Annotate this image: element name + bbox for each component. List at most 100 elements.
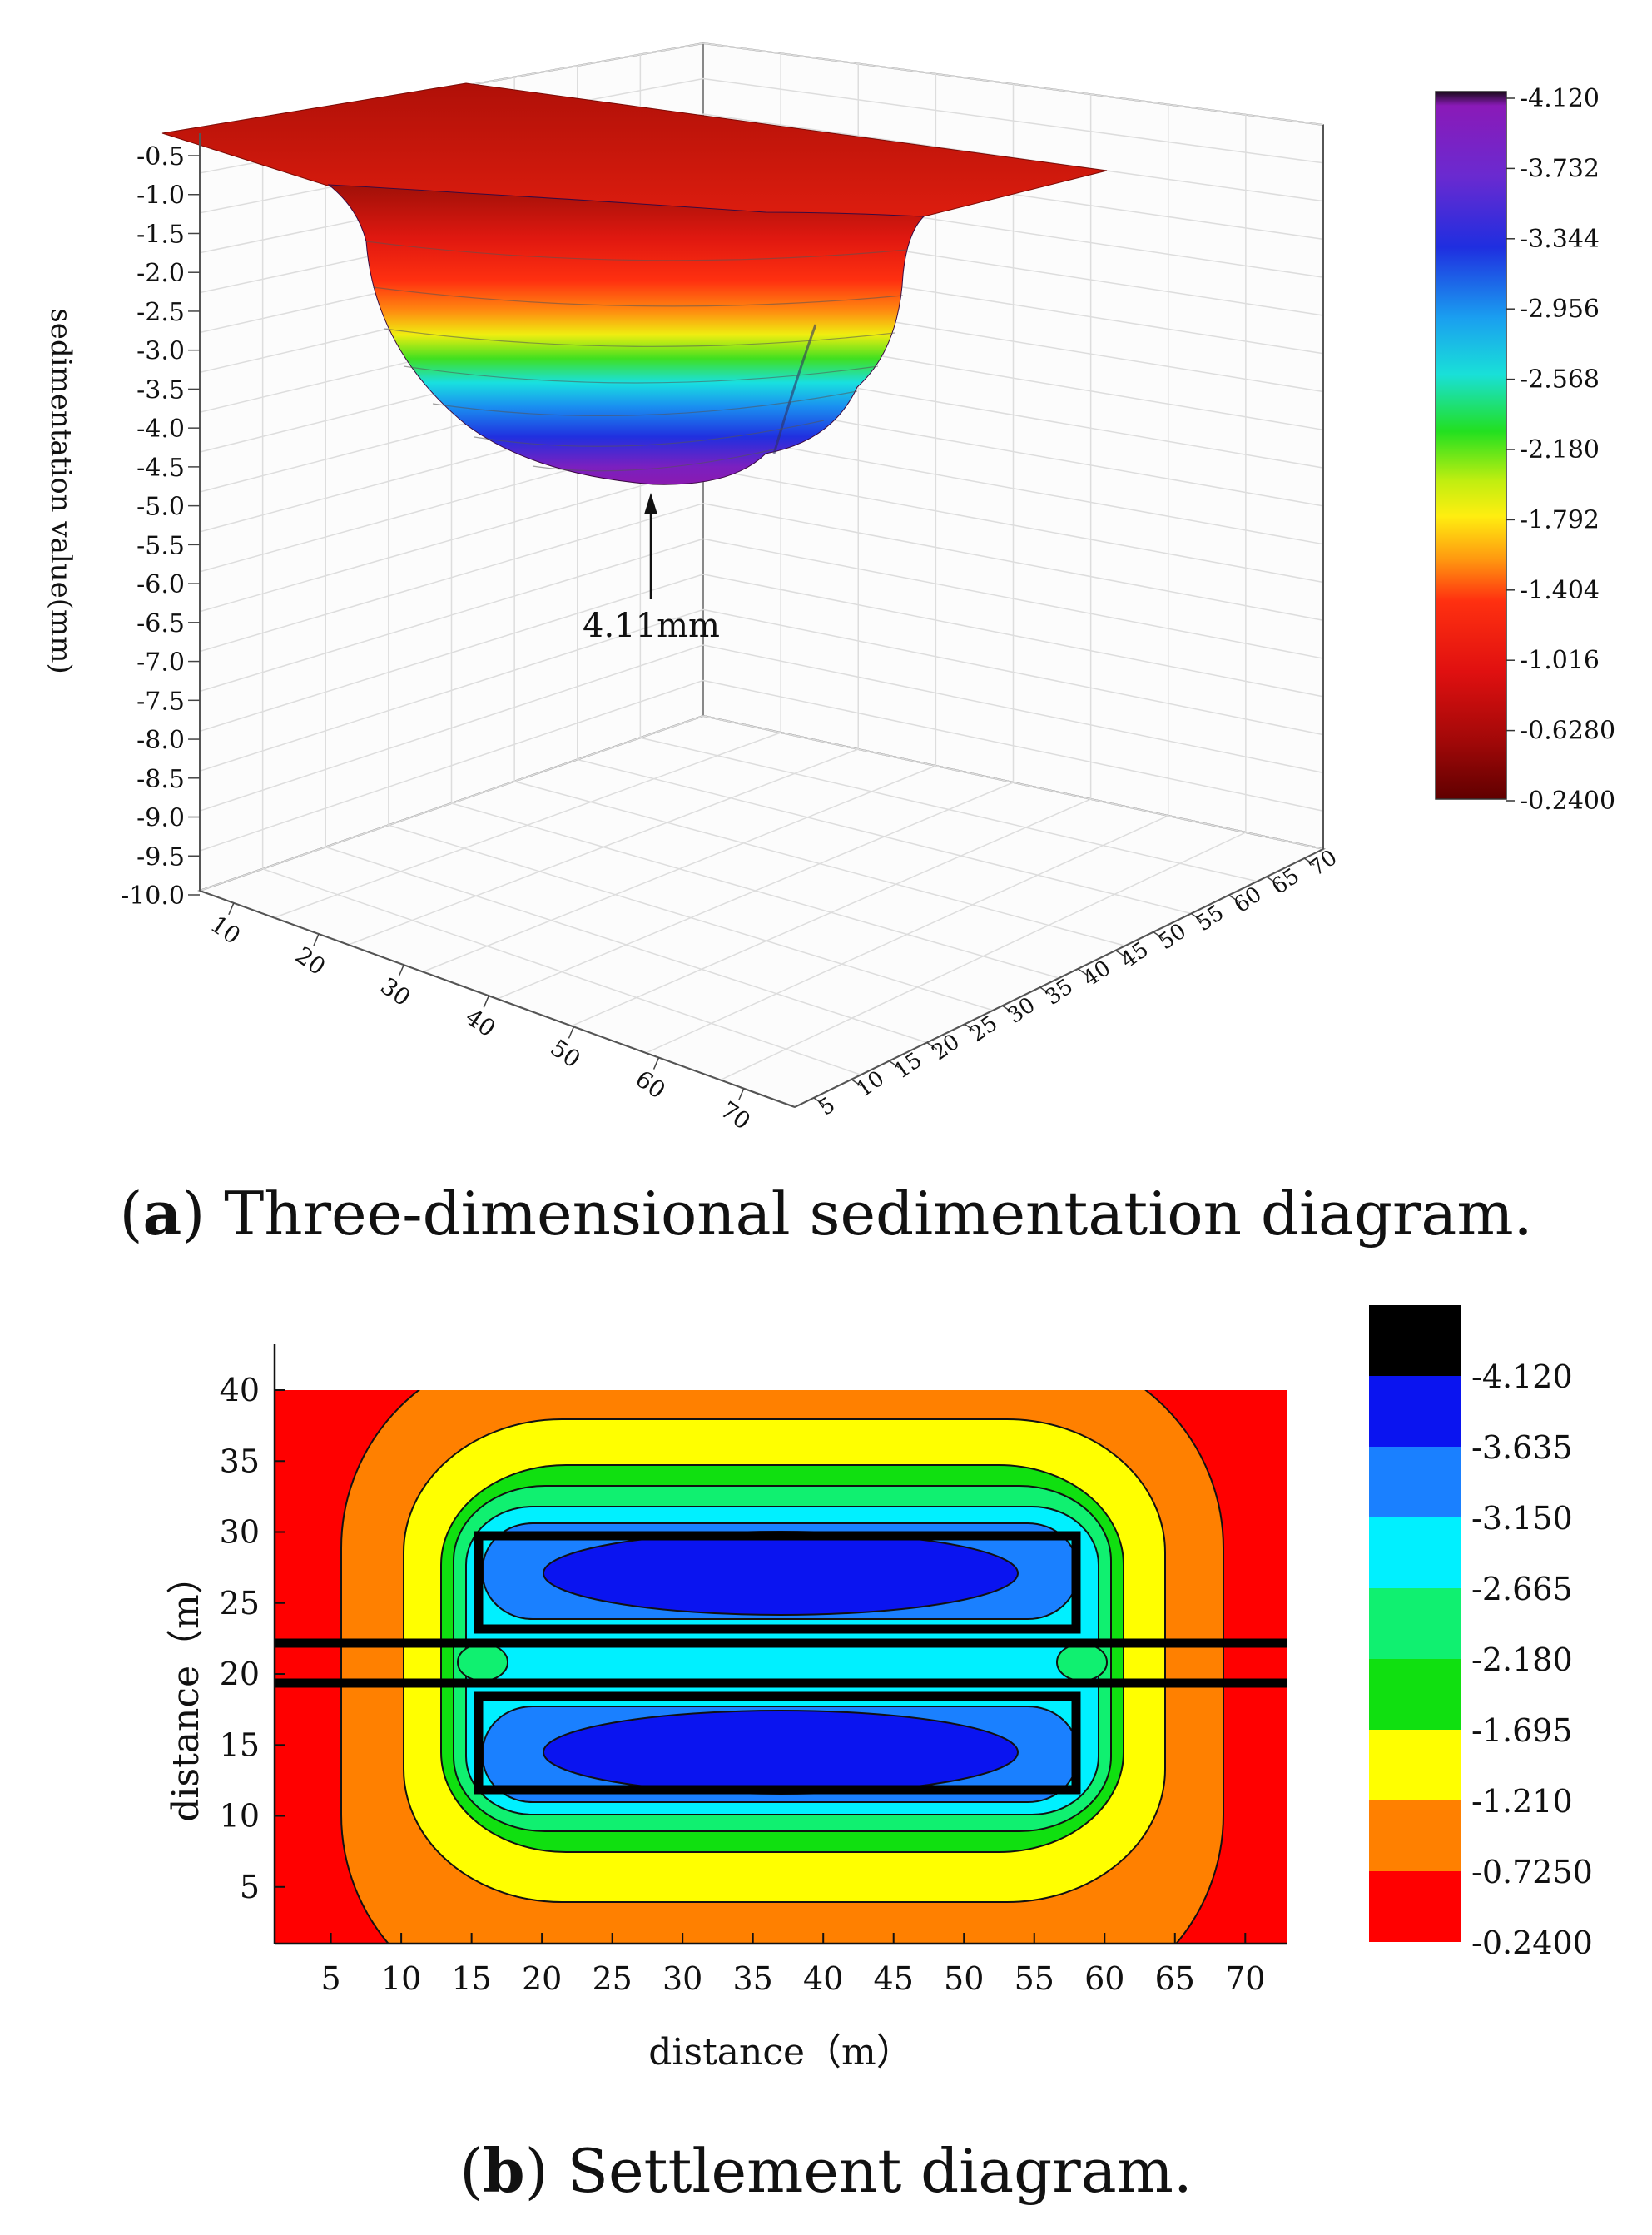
y-tick (1190, 912, 1202, 921)
panel-a-3d-sedimentation: -0.5 -1.0 -1.5 -2.0 -2.5 -3.0 -3.5 -4.0 -4.5 -5.0… (44, 42, 1615, 1249)
z-tick-label: -7.0 (136, 648, 185, 678)
x-axis-label-b: distance（m） (648, 2031, 912, 2074)
x-tick-label-b: 70 (1225, 1960, 1265, 1997)
z-tick-label: -8.0 (136, 726, 185, 755)
colorbar-b-swatch (1369, 1376, 1461, 1447)
x-tick (228, 902, 235, 916)
colorbar-b-swatch (1369, 1588, 1461, 1659)
colorbar-a-label: -3.732 (1520, 154, 1600, 183)
x-tick-label: 70 (716, 1095, 756, 1135)
colorbar-b-swatch (1369, 1659, 1461, 1730)
sedimentation-surface (161, 82, 1108, 485)
y-tick-label-b: 20 (220, 1656, 260, 1692)
caption-b: (b) Settlement diagram. (459, 2135, 1193, 2206)
y-axis-ticks-b: 5 10 15 20 25 30 35 40 (220, 1372, 285, 1905)
z-tick-label: -5.0 (136, 493, 185, 522)
z-tick-label: -9.0 (136, 804, 185, 833)
y-tick (964, 1023, 975, 1031)
y-tick (926, 1041, 938, 1050)
colorbar-b-swatch (1369, 1305, 1461, 1376)
x-tick (738, 1088, 745, 1101)
colorbar-b-swatch (1369, 1730, 1461, 1800)
y-tick-label: 5 (814, 1093, 840, 1121)
x-tick-label: 50 (545, 1034, 585, 1073)
colorbar-b-label: -1.210 (1471, 1783, 1573, 1820)
y-tick (1228, 894, 1240, 902)
plot-area (275, 1390, 1287, 1944)
x-tick-label-b: 50 (944, 1960, 984, 1997)
z-tick-label: -4.0 (136, 415, 185, 444)
colorbar-b-label: -1.695 (1471, 1712, 1573, 1749)
upper-band-3635 (543, 1531, 1019, 1616)
z-tick-label: -8.5 (136, 765, 185, 794)
colorbar-b-swatch (1369, 1517, 1461, 1588)
x-tick-label-b: 40 (803, 1960, 843, 1997)
structures (275, 1531, 1287, 1795)
x-tick-label: 30 (375, 972, 415, 1011)
min-annotation: 4.11mm (583, 493, 720, 645)
x-tick (652, 1057, 660, 1070)
colorbar-b-label: -0.2400 (1471, 1925, 1593, 1961)
axes-frame (199, 125, 1324, 1108)
colorbar-a-label: -4.120 (1520, 84, 1600, 113)
x-tick-label: 20 (290, 941, 330, 981)
x-tick-label-b: 10 (381, 1960, 421, 1997)
colorbar-a-label: -1.792 (1520, 505, 1600, 534)
z-tick-label: -3.5 (136, 375, 185, 405)
z-tick-label: -10.0 (121, 882, 185, 911)
y-tick-label-b: 40 (220, 1372, 260, 1408)
lower-pit-outline (474, 1691, 1081, 1795)
colorbar-a-label: -1.016 (1520, 646, 1600, 675)
y-tick-label-b: 10 (220, 1798, 260, 1835)
caption-a: (a) Three-dimensional sedimentation diag… (119, 1178, 1533, 1249)
z-tick-label: -9.5 (136, 842, 185, 872)
y-tick (813, 1097, 825, 1105)
colorbar-b-label: -0.7250 (1471, 1854, 1593, 1890)
colorbar-a-label: -2.568 (1520, 365, 1600, 395)
x-tick-label-b: 35 (733, 1960, 773, 1997)
x-tick (398, 964, 404, 977)
y-tick-label-b: 30 (220, 1514, 260, 1551)
z-tick-label: -3.0 (136, 337, 185, 366)
colorbar-b-label: -2.665 (1471, 1571, 1573, 1607)
lower-band-3635 (543, 1710, 1019, 1795)
colorbar-b-label: -3.150 (1471, 1500, 1573, 1537)
x-tick-label-b: 25 (592, 1960, 632, 1997)
colorbar-b-label: -4.120 (1471, 1358, 1573, 1395)
colorbar-b-swatch (1369, 1447, 1461, 1517)
y-tick-label-b: 15 (220, 1726, 260, 1763)
z-tick-label: -5.5 (136, 531, 185, 560)
y-tick (888, 1060, 900, 1069)
colorbar-b-label: -2.180 (1471, 1641, 1573, 1678)
colorbar-a-label: -2.180 (1520, 435, 1600, 464)
y-tick (1077, 968, 1089, 976)
panel-b-settlement: 5 10 15 20 25 30 35 40 45 50 55 60 65 70 5 10 15 20 25 30 3… (0, 1299, 1652, 2235)
x-axis-ticks-b: 5 10 15 20 25 30 35 40 45 50 55 60 65 70 (321, 1933, 1265, 1997)
x-tick-label-b: 5 (321, 1960, 341, 1997)
z-tick-label: -4.5 (136, 454, 185, 483)
x-tick-label: 60 (631, 1065, 671, 1104)
y-tick (1266, 876, 1277, 884)
x-tick (483, 995, 489, 1008)
colorbar-a-label: -1.404 (1520, 576, 1600, 605)
y-tick-label-b: 35 (220, 1443, 260, 1479)
upper-pit-outline (474, 1531, 1081, 1634)
surface-3d-chart: -0.5 -1.0 -1.5 -2.0 -2.5 -3.0 -3.5 -4.0 -4.5 -5.0… (44, 42, 1615, 1135)
z-tick-label: -6.0 (136, 570, 185, 599)
x-tick-label-b: 60 (1084, 1960, 1124, 1997)
z-tick-label: -2.0 (136, 259, 185, 288)
x-tick-label-b: 20 (522, 1960, 562, 1997)
x-tick (568, 1026, 575, 1039)
y-axis-label-b: distance（m） (165, 1557, 207, 1821)
min-annotation-label: 4.11mm (583, 607, 720, 645)
colorbar-b-label: -3.635 (1471, 1429, 1573, 1466)
colorbar-a-label: -0.2400 (1520, 787, 1615, 816)
y-tick (1002, 1005, 1013, 1013)
x-tick-label-b: 55 (1015, 1960, 1054, 1997)
colorbar-a-label: -0.6280 (1520, 717, 1615, 746)
x-tick-label: 10 (206, 911, 246, 950)
colorbar-b: -4.120 -3.635 -3.150 -2.665 -2.180 -1.695 -1.2… (1369, 1305, 1593, 1961)
x-tick-label-b: 15 (451, 1960, 491, 1997)
z-tick-label: -7.5 (136, 687, 185, 716)
x-tick-label-b: 30 (662, 1960, 702, 1997)
